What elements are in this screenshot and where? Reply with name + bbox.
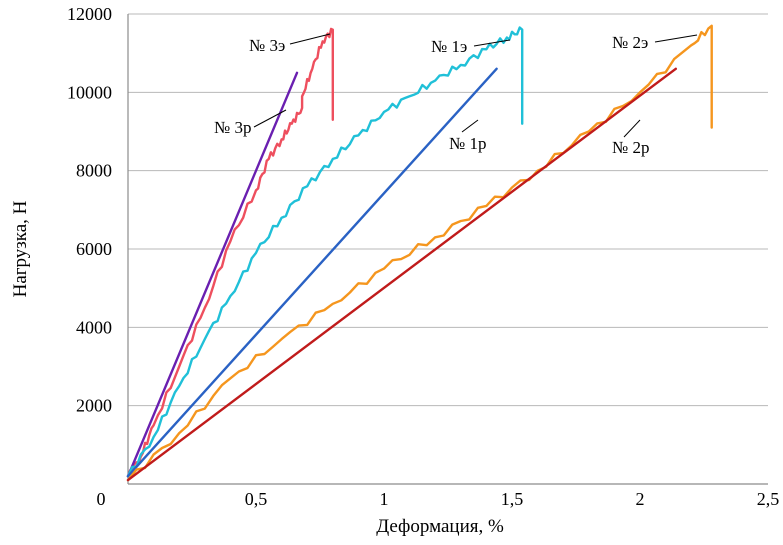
x-tick-label: 1 — [380, 489, 389, 509]
axes — [127, 14, 768, 485]
series-label: № 3э — [249, 36, 285, 55]
y-axis-title: Нагрузка, Н — [10, 200, 31, 297]
series-line — [126, 27, 334, 478]
x-axis-title: Деформация, % — [376, 516, 504, 537]
series-line — [126, 71, 299, 478]
gridlines — [128, 13, 768, 407]
leader-line — [654, 34, 698, 43]
leader-line — [289, 33, 331, 45]
y-tick-label: 6000 — [76, 239, 112, 259]
y-tick-label: 10000 — [67, 82, 112, 102]
series-label: № 1р — [449, 134, 486, 153]
series — [126, 24, 713, 482]
series-label: № 2р — [612, 138, 649, 157]
series-line — [126, 67, 677, 482]
series-label: № 1э — [431, 37, 467, 56]
series-annotations: № 3э № 3р № 1э № 1р № 2э № 2р — [214, 33, 698, 157]
x-tick-label: 2,5 — [757, 489, 780, 509]
leader-line — [461, 119, 479, 133]
y-tick-label: 4000 — [76, 317, 112, 337]
series-line — [126, 24, 713, 482]
series-label: № 3р — [214, 118, 251, 137]
series-line — [126, 26, 524, 478]
y-tick-label: 8000 — [76, 161, 112, 181]
x-tick-label: 1,5 — [501, 489, 524, 509]
series-line — [126, 67, 498, 478]
leader-line — [473, 39, 511, 47]
y-tick-label: 2000 — [76, 396, 112, 416]
leader-line — [253, 109, 287, 128]
tick-labels: 0 0,5 1 1,5 2 2,5 2000 4000 6000 8000 10000 12000 — [67, 4, 779, 509]
x-tick-label: 0,5 — [245, 489, 268, 509]
y-tick-label: 12000 — [67, 4, 112, 24]
x-tick-label: 0 — [97, 489, 106, 509]
x-tick-label: 2 — [636, 489, 645, 509]
leader-line — [623, 119, 641, 138]
series-label: № 2э — [612, 33, 648, 52]
